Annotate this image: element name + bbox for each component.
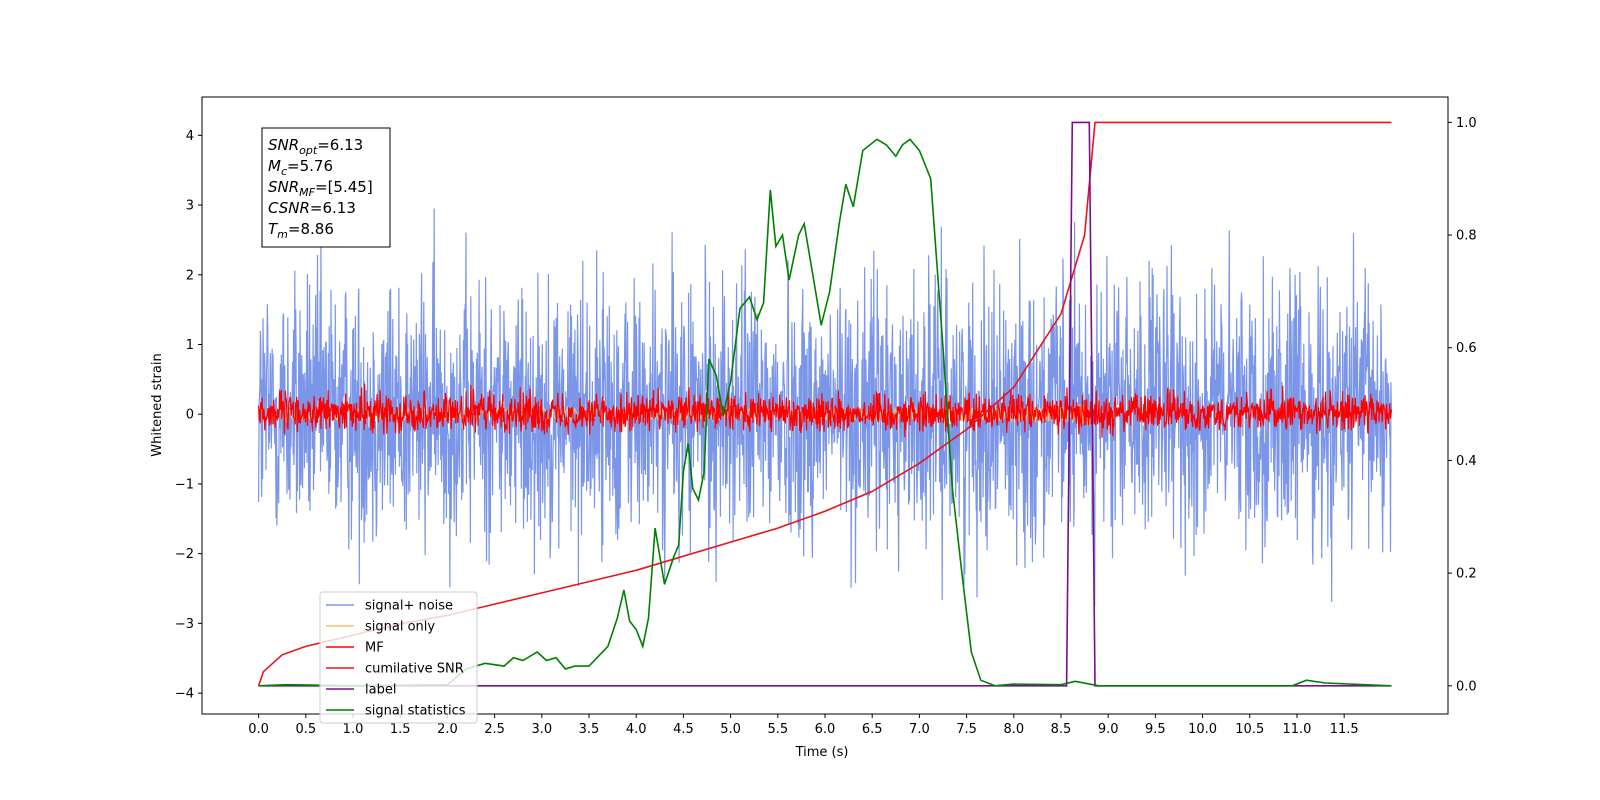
x-tick-label: 7.5 bbox=[956, 722, 977, 737]
x-axis-label: Time (s) bbox=[795, 745, 849, 760]
y-tick-label: 2 bbox=[186, 268, 194, 283]
x-tick-label: 11.0 bbox=[1282, 722, 1311, 737]
info-line: Tm=8.86 bbox=[268, 220, 334, 241]
y2-tick-label: 1.0 bbox=[1456, 116, 1477, 131]
x-tick-label: 1.5 bbox=[390, 722, 411, 737]
series-5-line bbox=[258, 138, 1392, 687]
x-tick-label: 6.5 bbox=[862, 722, 883, 737]
x-tick-label: 0.0 bbox=[248, 722, 269, 737]
legend-label: signal+ noise bbox=[365, 599, 453, 614]
x-tick-label: 3.0 bbox=[531, 722, 552, 737]
x-axis: 0.0 0.5 1.0 1.5 2.0 2.5 3.0 3.5 4.0 4.5 5.0 5.5 6.0 6… bbox=[248, 714, 1359, 737]
x-tick-label: 4.0 bbox=[626, 722, 647, 737]
x-tick-label: 8.5 bbox=[1051, 722, 1072, 737]
legend-label: cumilative SNR bbox=[365, 662, 464, 677]
y-tick-label: 1 bbox=[186, 338, 194, 353]
x-tick-label: 0.5 bbox=[295, 722, 316, 737]
info-line: SNRMF=[5.45] bbox=[268, 178, 373, 199]
legend-label: label bbox=[365, 683, 396, 698]
x-tick-label: 11.5 bbox=[1330, 722, 1359, 737]
info-line: CSNR=6.13 bbox=[268, 199, 356, 217]
legend-label: signal statistics bbox=[365, 704, 466, 719]
info-line: SNRopt=6.13 bbox=[268, 136, 363, 157]
x-tick-label: 1.0 bbox=[343, 722, 364, 737]
y-axis-label: Whitened strain bbox=[150, 353, 165, 456]
x-tick-label: 6.0 bbox=[815, 722, 836, 737]
y2-tick-label: 0.0 bbox=[1456, 679, 1477, 694]
x-tick-label: 2.0 bbox=[437, 722, 458, 737]
x-tick-label: 4.5 bbox=[673, 722, 694, 737]
y2-tick-label: 0.8 bbox=[1456, 229, 1477, 244]
legend: signal+ noise signal only MF cumilative SNR… bbox=[319, 591, 478, 724]
y2-tick-label: 0.6 bbox=[1456, 341, 1477, 356]
x-tick-label: 10.5 bbox=[1235, 722, 1264, 737]
legend-label: signal only bbox=[365, 620, 435, 635]
x-tick-label: 10.0 bbox=[1188, 722, 1217, 737]
series-0-line bbox=[258, 208, 1392, 607]
y-tick-label: −1 bbox=[175, 477, 194, 492]
y-tick-label: −3 bbox=[175, 617, 194, 632]
x-tick-label: 9.5 bbox=[1145, 722, 1166, 737]
series-2-line bbox=[258, 384, 1392, 438]
y-tick-label: 0 bbox=[186, 408, 194, 423]
info-line: Mc=5.76 bbox=[268, 157, 333, 178]
x-tick-label: 9.0 bbox=[1098, 722, 1119, 737]
y2-tick-label: 0.4 bbox=[1456, 454, 1477, 469]
x-tick-label: 3.5 bbox=[579, 722, 600, 737]
y-tick-label: −4 bbox=[175, 687, 194, 702]
x-tick-label: 5.5 bbox=[767, 722, 788, 737]
y-tick-label: 3 bbox=[186, 199, 194, 214]
y-axis-right: 0.0 0.2 0.4 0.6 0.8 1.0 bbox=[1448, 116, 1477, 694]
y-tick-label: 4 bbox=[186, 129, 194, 144]
y-axis-left: −4 −3 −2 −1 0 1 2 3 4 bbox=[175, 129, 202, 702]
info-box-frame bbox=[261, 127, 391, 248]
legend-label: MF bbox=[365, 641, 384, 656]
y2-tick-label: 0.2 bbox=[1456, 567, 1477, 582]
x-tick-label: 8.0 bbox=[1003, 722, 1024, 737]
legend-frame bbox=[319, 591, 478, 724]
x-tick-label: 7.0 bbox=[909, 722, 930, 737]
y-tick-label: −2 bbox=[175, 547, 194, 562]
x-tick-label: 5.0 bbox=[720, 722, 741, 737]
x-tick-label: 2.5 bbox=[484, 722, 505, 737]
